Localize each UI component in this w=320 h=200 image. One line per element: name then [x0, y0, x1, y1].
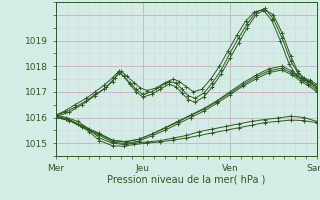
X-axis label: Pression niveau de la mer( hPa ): Pression niveau de la mer( hPa )	[107, 174, 266, 184]
